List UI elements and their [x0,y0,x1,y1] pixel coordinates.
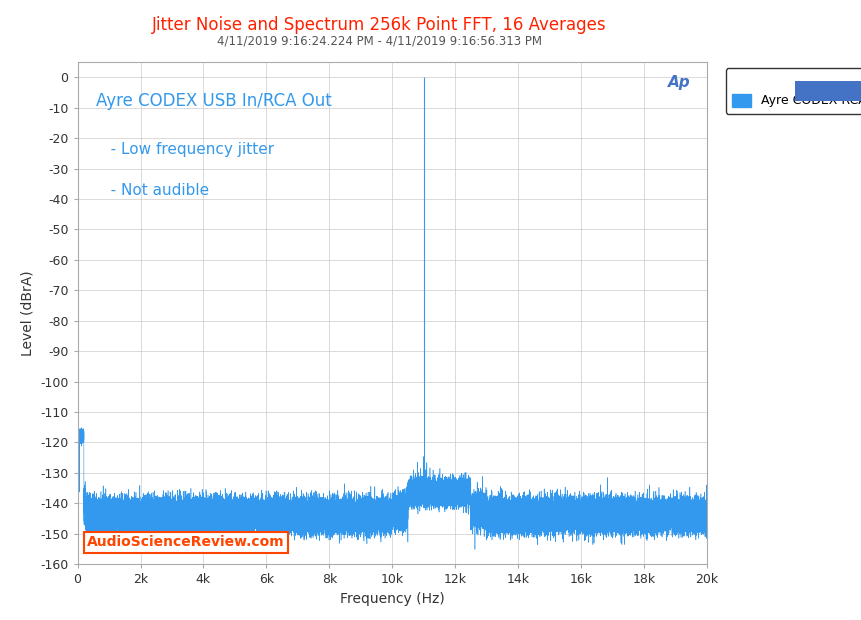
X-axis label: Frequency (Hz): Frequency (Hz) [339,591,444,606]
Text: 4/11/2019 9:16:24.224 PM - 4/11/2019 9:16:56.313 PM: 4/11/2019 9:16:24.224 PM - 4/11/2019 9:1… [216,34,542,47]
Y-axis label: Level (dBrA): Level (dBrA) [21,270,34,356]
Text: AudioScienceReview.com: AudioScienceReview.com [87,535,284,549]
Text: - Low frequency jitter: - Low frequency jitter [96,143,275,157]
Text: - Not audible: - Not audible [96,182,209,198]
Text: Ayre CODEX USB In/RCA Out: Ayre CODEX USB In/RCA Out [96,92,331,110]
Legend: Ayre CODEX RCA: Ayre CODEX RCA [725,68,861,113]
Text: Ap: Ap [668,74,691,89]
Text: Jitter Noise and Spectrum 256k Point FFT, 16 Averages: Jitter Noise and Spectrum 256k Point FFT… [152,16,606,33]
